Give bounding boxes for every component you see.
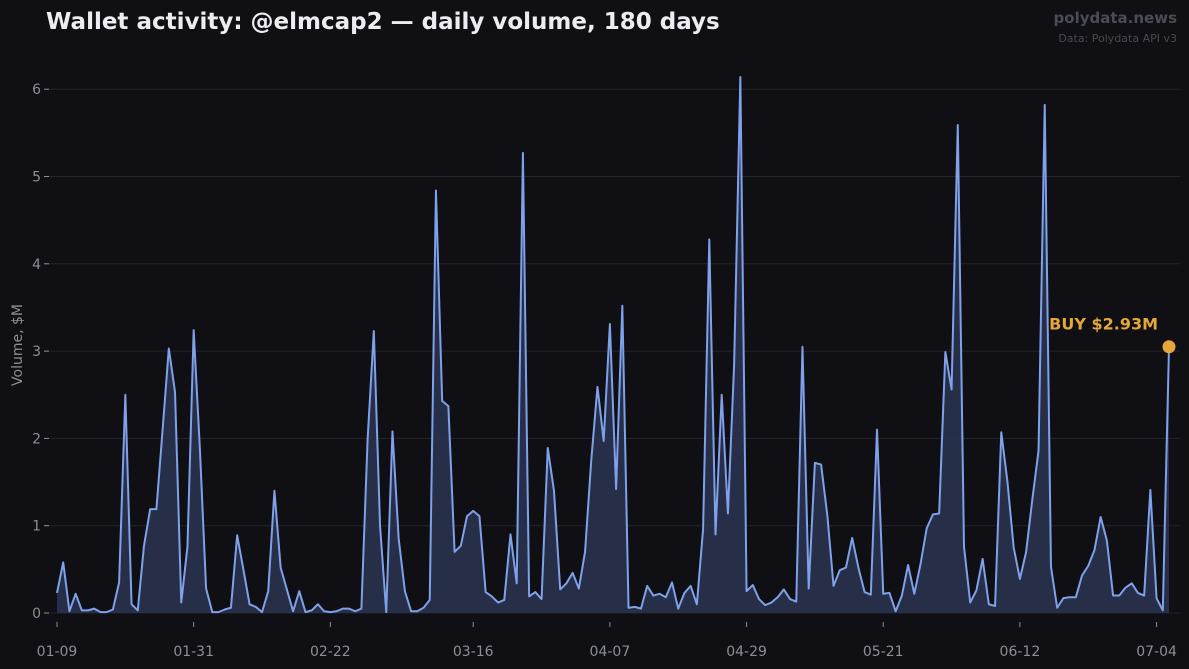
x-axis-ticks: 01-09 01-31 02-22 03-16 04-07 04-29 05-21 06-12… xyxy=(37,622,1177,660)
y-tick-label: 5 xyxy=(32,170,41,186)
y-tick-label: 4 xyxy=(32,257,41,273)
x-tick-label: 07-04 xyxy=(1136,644,1177,660)
x-tick-label: 02-22 xyxy=(310,644,351,660)
x-tick-label: 03-16 xyxy=(453,644,494,660)
volume-area-fill xyxy=(57,76,1169,614)
y-tick-label: 2 xyxy=(32,431,41,447)
x-tick-label: 05-21 xyxy=(863,644,904,660)
x-tick-label: 04-07 xyxy=(590,644,631,660)
buy-marker-dot xyxy=(1162,340,1176,354)
y-axis-label: Volume, $M xyxy=(10,304,26,386)
y-tick-label: 0 xyxy=(32,606,41,622)
x-tick-label: 04-29 xyxy=(726,644,767,660)
x-tick-label: 01-31 xyxy=(173,644,214,660)
chart-title: Wallet activity: @elmcap2 — daily volume… xyxy=(46,9,720,35)
annotation-layer: BUY $2.93M xyxy=(1049,315,1176,354)
y-tick-label: 3 xyxy=(32,344,41,360)
y-axis-ticks: 0 1 2 3 4 5 6 xyxy=(32,82,49,622)
volume-series-line xyxy=(56,75,1170,614)
y-tick-label: 1 xyxy=(32,519,41,535)
buy-annotation-label: BUY $2.93M xyxy=(1049,315,1158,334)
y-tick-label: 6 xyxy=(32,82,41,98)
brand-logo-text: polydata.news xyxy=(1053,9,1177,27)
x-tick-label: 06-12 xyxy=(1000,644,1041,660)
data-source-note: Data: Polydata API v3 xyxy=(1058,32,1177,45)
x-tick-label: 01-09 xyxy=(37,644,78,660)
